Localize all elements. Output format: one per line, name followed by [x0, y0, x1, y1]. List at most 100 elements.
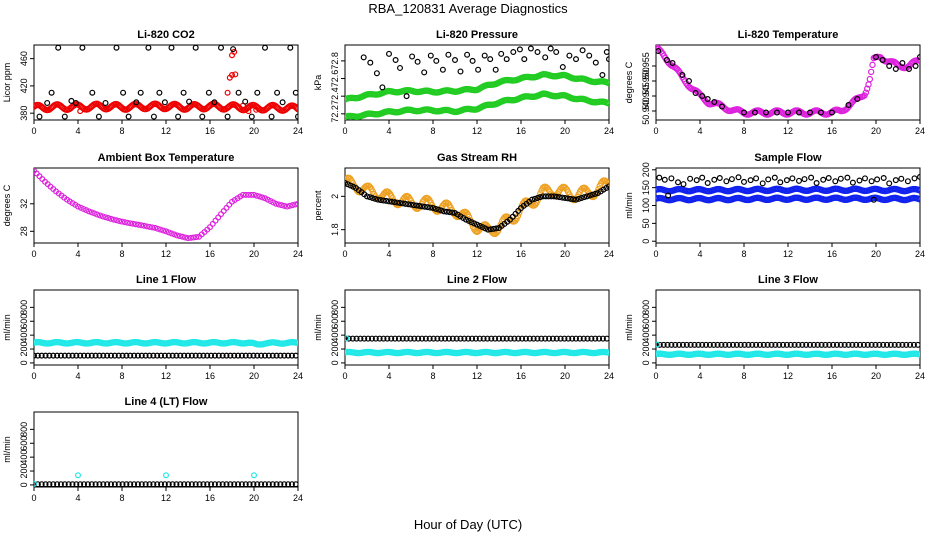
data-point-black	[656, 174, 663, 181]
data-point-black	[430, 205, 437, 212]
data-point-black	[545, 193, 552, 200]
data-point-black	[729, 341, 736, 348]
data-point-black	[531, 195, 538, 202]
data-point-black	[728, 176, 735, 183]
data-point-black	[61, 481, 68, 487]
data-point-black	[215, 481, 222, 487]
data-point-magenta	[190, 234, 197, 241]
data-point-black	[186, 98, 193, 105]
data-point-black	[510, 49, 517, 56]
data-point-black	[138, 481, 145, 487]
data-point-black	[150, 481, 157, 487]
panel-li-820-temperature: Li-820 Temperature degrees C 0 4 8 12 16 20 24 50…	[624, 29, 925, 136]
data-point-black	[175, 113, 182, 120]
data-point-black	[131, 352, 138, 359]
data-layer	[345, 45, 609, 120]
data-point-black	[592, 190, 599, 197]
x-tick-label: 16	[516, 126, 526, 136]
x-tick-label: 4	[75, 126, 80, 136]
data-point-black	[443, 208, 450, 215]
data-point-black	[760, 341, 767, 348]
data-point-black	[542, 193, 549, 200]
data-point-red	[231, 48, 238, 55]
data-point-black	[849, 179, 856, 186]
data-point-black	[262, 352, 269, 359]
data-point-black	[830, 341, 837, 348]
data-point-black	[907, 341, 914, 348]
data-point-black	[254, 352, 261, 359]
data-point-magenta	[85, 208, 92, 215]
y-tick-label: 200	[19, 342, 29, 357]
x-tick-label: 12	[472, 249, 482, 259]
data-point-black	[741, 341, 748, 348]
data-point-black	[668, 175, 675, 182]
data-point-black	[407, 335, 414, 342]
data-point-magenta	[163, 228, 170, 235]
data-point-black	[845, 341, 852, 348]
data-point-black	[492, 66, 499, 73]
data-point-black	[905, 65, 912, 72]
data-point-black	[422, 335, 429, 342]
data-point-black	[61, 352, 68, 359]
data-point-black	[242, 98, 249, 105]
data-point-black	[575, 195, 582, 202]
data-point-black	[844, 174, 851, 181]
data-point-magenta	[99, 213, 106, 220]
x-tick-label: 20	[871, 249, 881, 259]
y-axis-label: Licor ppm	[2, 63, 12, 103]
data-point-black	[740, 109, 747, 116]
data-point-black	[61, 113, 68, 120]
data-point-black	[461, 335, 468, 342]
data-point-black	[718, 103, 725, 110]
y-tick-label: 0	[19, 360, 29, 365]
data-point-black	[469, 335, 476, 342]
data-point-black	[120, 89, 127, 96]
data-point-magenta	[187, 234, 194, 241]
data-point-black	[238, 481, 245, 487]
y-axis-label: ml/min	[624, 192, 634, 219]
data-point-black	[377, 197, 384, 204]
data-point-black	[250, 352, 257, 359]
data-point-black	[722, 341, 729, 348]
data-point-black	[488, 335, 495, 342]
data-point-black	[756, 341, 763, 348]
data-point-black	[134, 352, 141, 359]
y-tick-label: 800	[19, 422, 29, 437]
data-point-magenta	[105, 215, 112, 222]
data-point-black	[716, 175, 723, 182]
data-point-red	[253, 106, 260, 113]
data-point-magenta	[273, 200, 280, 207]
y-tick-label: 400	[19, 328, 29, 343]
plot-frame	[344, 167, 610, 244]
data-point-black	[663, 56, 670, 63]
data-point-black	[832, 178, 839, 185]
data-point-black	[559, 194, 566, 201]
data-point-black	[373, 70, 380, 77]
data-point-black	[538, 335, 545, 342]
data-point-black	[490, 225, 497, 232]
data-point-black	[388, 335, 395, 342]
data-point-black	[399, 200, 406, 207]
x-tick-label: 0	[31, 371, 36, 381]
x-tick-label: 20	[871, 371, 881, 381]
y-tick-label: 0	[330, 360, 340, 365]
data-point-black	[810, 341, 817, 348]
data-point-cyan	[34, 480, 37, 487]
data-point-magenta	[185, 235, 192, 242]
data-point-black	[550, 193, 557, 200]
data-point-black	[397, 200, 404, 207]
data-point-black	[475, 66, 482, 73]
data-point-black	[710, 341, 717, 348]
x-tick-label: 0	[342, 371, 347, 381]
x-tick-label: 4	[386, 126, 391, 136]
data-point-black	[285, 352, 292, 359]
data-point-black	[711, 176, 718, 183]
data-point-black	[88, 352, 95, 359]
data-point-black	[133, 99, 140, 106]
data-point-black	[200, 481, 207, 487]
data-point-red	[232, 71, 239, 78]
panel-title: Line 3 Flow	[758, 274, 818, 286]
data-point-magenta	[278, 202, 285, 209]
data-point-black	[679, 71, 686, 78]
